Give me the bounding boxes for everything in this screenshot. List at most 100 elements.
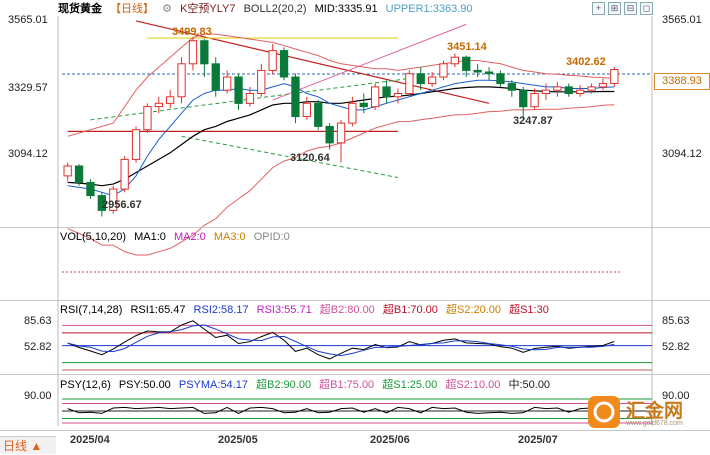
rsi-title: RSI(7,14,28) bbox=[60, 304, 123, 316]
candle-body bbox=[74, 165, 84, 183]
candle-body bbox=[109, 188, 118, 211]
trendline-channel bbox=[272, 23, 467, 101]
annotation-low-3: 3247.87 bbox=[513, 115, 553, 127]
boll-label: BOLL2(20,2) bbox=[243, 3, 307, 15]
y-label-mid2: 3094.12 bbox=[8, 148, 48, 160]
trendline-down-dashed bbox=[181, 135, 399, 178]
y-label-mid-right: 3094.12 bbox=[662, 148, 702, 160]
strategy-label: K空预YLY7 bbox=[180, 3, 236, 15]
candle-body bbox=[131, 129, 141, 160]
candle-body bbox=[63, 165, 72, 177]
rsi1-value: RSI1:65.47 bbox=[130, 304, 186, 316]
x-label-jul: 2025/07 bbox=[518, 434, 558, 446]
rsi-axis-mid-right: 52.82 bbox=[662, 341, 690, 353]
psy-b1: 超B1:75.00 bbox=[319, 379, 375, 391]
brand-logo: 汇金网 www.gold678.com bbox=[586, 392, 704, 434]
candle-body bbox=[484, 71, 494, 75]
rsi2-line bbox=[67, 324, 615, 357]
candle-body bbox=[428, 76, 437, 85]
candle-body bbox=[416, 73, 425, 85]
y-label-top: 3565.01 bbox=[8, 14, 48, 26]
candle-body bbox=[587, 86, 596, 91]
instrument-name: 现货黄金 bbox=[58, 3, 102, 15]
fullscreen-icon[interactable]: ◻ bbox=[640, 2, 653, 15]
psy-value: PSY:50.00 bbox=[118, 379, 171, 391]
y-label-mid1: 3329.57 bbox=[8, 82, 48, 94]
candle-body bbox=[200, 40, 209, 65]
vol-header: VOL(5,10,20) MA1:0 MA2:0 MA3:0 OPID:0 bbox=[60, 229, 295, 245]
crosshair-icon[interactable]: + bbox=[592, 2, 605, 15]
candle-body bbox=[359, 102, 368, 108]
candle-body bbox=[393, 93, 403, 98]
candle-body bbox=[268, 50, 277, 71]
candle-body bbox=[553, 86, 562, 91]
vol-ma2: MA2:0 bbox=[173, 231, 206, 243]
annotation-low-2: 3120.64 bbox=[290, 152, 330, 164]
candle-body bbox=[302, 102, 312, 118]
logo-url: www.gold678.com bbox=[626, 420, 683, 427]
psy-line bbox=[67, 406, 615, 414]
candle-body bbox=[530, 93, 539, 108]
rsi-s2: 超S2:20.00 bbox=[445, 304, 502, 316]
divider-psy bbox=[0, 374, 710, 375]
candle-body bbox=[166, 96, 175, 104]
settings-icon[interactable]: ⚙ bbox=[162, 3, 172, 15]
candle-body bbox=[473, 69, 482, 73]
rsi-axis-mid: 52.82 bbox=[24, 341, 52, 353]
candle-body bbox=[86, 181, 95, 197]
rsi-b1: 超B1:70.00 bbox=[382, 304, 438, 316]
x-label-jun: 2025/06 bbox=[370, 434, 410, 446]
period-selector-button[interactable]: 日线 ▲ bbox=[0, 436, 56, 454]
candle-body bbox=[143, 106, 152, 131]
candle-body bbox=[564, 86, 573, 95]
candle-body bbox=[405, 73, 414, 94]
logo-icon bbox=[588, 396, 620, 428]
rsi-b2: 超B2:80.00 bbox=[319, 304, 375, 316]
vol-title: VOL(5,10,20) bbox=[60, 231, 127, 243]
candle-body bbox=[598, 83, 608, 88]
candle-body bbox=[211, 63, 220, 91]
period-tag[interactable]: 【日线】 bbox=[110, 3, 155, 15]
rsi2-value: RSI2:58.17 bbox=[193, 304, 249, 316]
rsi-header: RSI(7,14,28) RSI1:65.47 RSI2:58.17 RSI3:… bbox=[60, 302, 554, 318]
trendline-down bbox=[135, 20, 490, 104]
candle-body bbox=[234, 76, 243, 104]
candle-body bbox=[120, 158, 129, 190]
candle-body bbox=[541, 89, 551, 94]
candle-body bbox=[291, 76, 300, 118]
zoom-in-icon[interactable]: ⊞ bbox=[608, 2, 621, 15]
x-label-apr: 2025/04 bbox=[70, 434, 110, 446]
zoom-out-icon[interactable]: ⊟ bbox=[624, 2, 637, 15]
candle-body bbox=[507, 83, 517, 91]
boll-upper-line bbox=[67, 33, 615, 137]
last-price-tag: 3388.93 bbox=[654, 73, 710, 90]
psy-s2: 超S2:10.00 bbox=[445, 379, 501, 391]
divider-rsi bbox=[0, 300, 710, 301]
divider-vol bbox=[0, 227, 710, 228]
main-header: 现货黄金 【日线】 ⚙ K空预YLY7 BOLL2(20,2) MID:3335… bbox=[58, 1, 478, 17]
candle-body bbox=[519, 89, 528, 108]
candle-body bbox=[257, 69, 266, 95]
psy-axis-top-right: 90.00 bbox=[662, 390, 690, 402]
divider-xaxis bbox=[0, 430, 710, 431]
vol-ma3: MA3:0 bbox=[213, 231, 246, 243]
psy-title: PSY(12,6) bbox=[60, 379, 111, 391]
candle-body bbox=[496, 73, 505, 85]
vol-ma1: MA1:0 bbox=[134, 231, 166, 243]
candle-body bbox=[610, 69, 619, 84]
annotation-high-1: 3499.83 bbox=[172, 26, 212, 38]
candle-body bbox=[371, 86, 380, 108]
candle-body bbox=[279, 50, 289, 78]
y-label-top-right: 3565.01 bbox=[662, 14, 702, 26]
candle-body bbox=[450, 56, 460, 65]
psy-axis-top: 90.00 bbox=[24, 390, 52, 402]
psy-b2: 超B2:90.00 bbox=[256, 379, 312, 391]
candle-body bbox=[576, 89, 585, 94]
vol-opid: OPID:0 bbox=[253, 231, 290, 243]
candle-body bbox=[223, 76, 232, 91]
psy-header: PSY(12,6) PSY:50.00 PSYMA:54.17 超B2:90.0… bbox=[60, 377, 555, 393]
psy-mid: 中:50.00 bbox=[508, 379, 551, 391]
boll-mid-label: MID:3335.91 bbox=[314, 3, 378, 15]
boll-upper-label: UPPER1:3363.90 bbox=[385, 3, 473, 15]
ma-line bbox=[67, 79, 615, 197]
